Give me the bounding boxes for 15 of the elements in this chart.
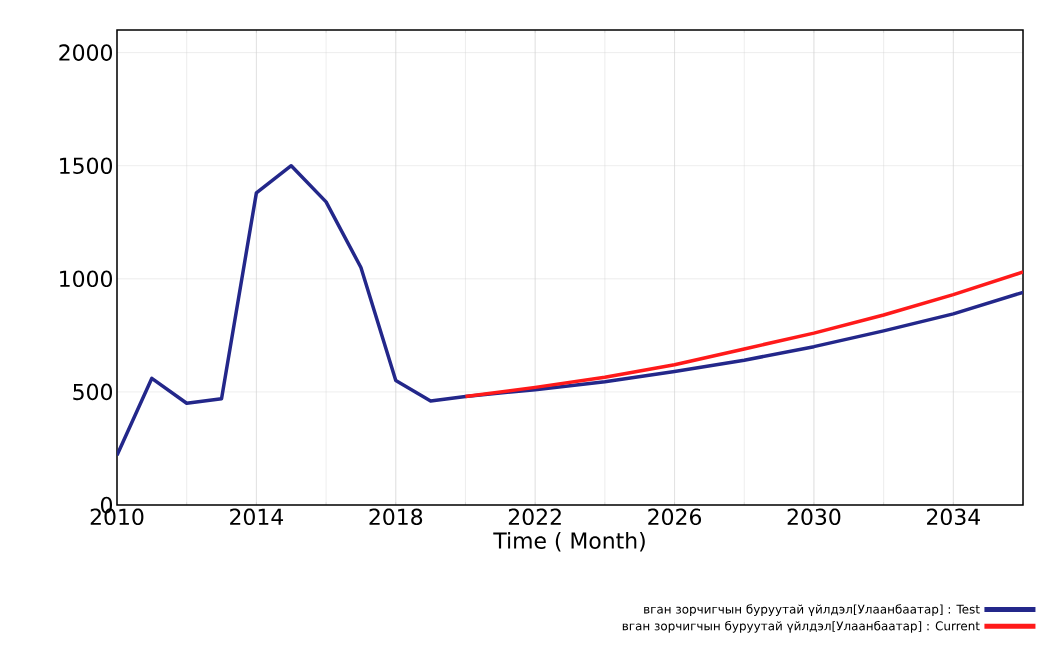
x-tick-label: 2022	[508, 508, 561, 526]
line-series	[463, 270, 1024, 399]
y-tick-label: 1500	[60, 157, 112, 174]
line-series	[117, 163, 1024, 457]
legend-label: вган зорчигчын буруутай үйлдэл[Улаанбаатар] : Test	[644, 604, 980, 616]
legend-label: вган зорчигчын буруутай үйлдэл[Улаанбаатар] : Current	[622, 620, 980, 633]
x-tick-label: 2026	[648, 508, 702, 526]
y-tick-label: 1000	[60, 270, 112, 288]
y-tick-label: 500	[73, 383, 113, 401]
y-tick-label: 2000	[59, 44, 112, 61]
x-axis-title: Time ( Month)	[493, 531, 645, 552]
x-tick-label: 2030	[787, 508, 841, 526]
x-tick-label: 2018	[369, 508, 423, 526]
x-tick-label: 2014	[230, 508, 284, 526]
x-tick-label: 2034	[927, 508, 980, 526]
